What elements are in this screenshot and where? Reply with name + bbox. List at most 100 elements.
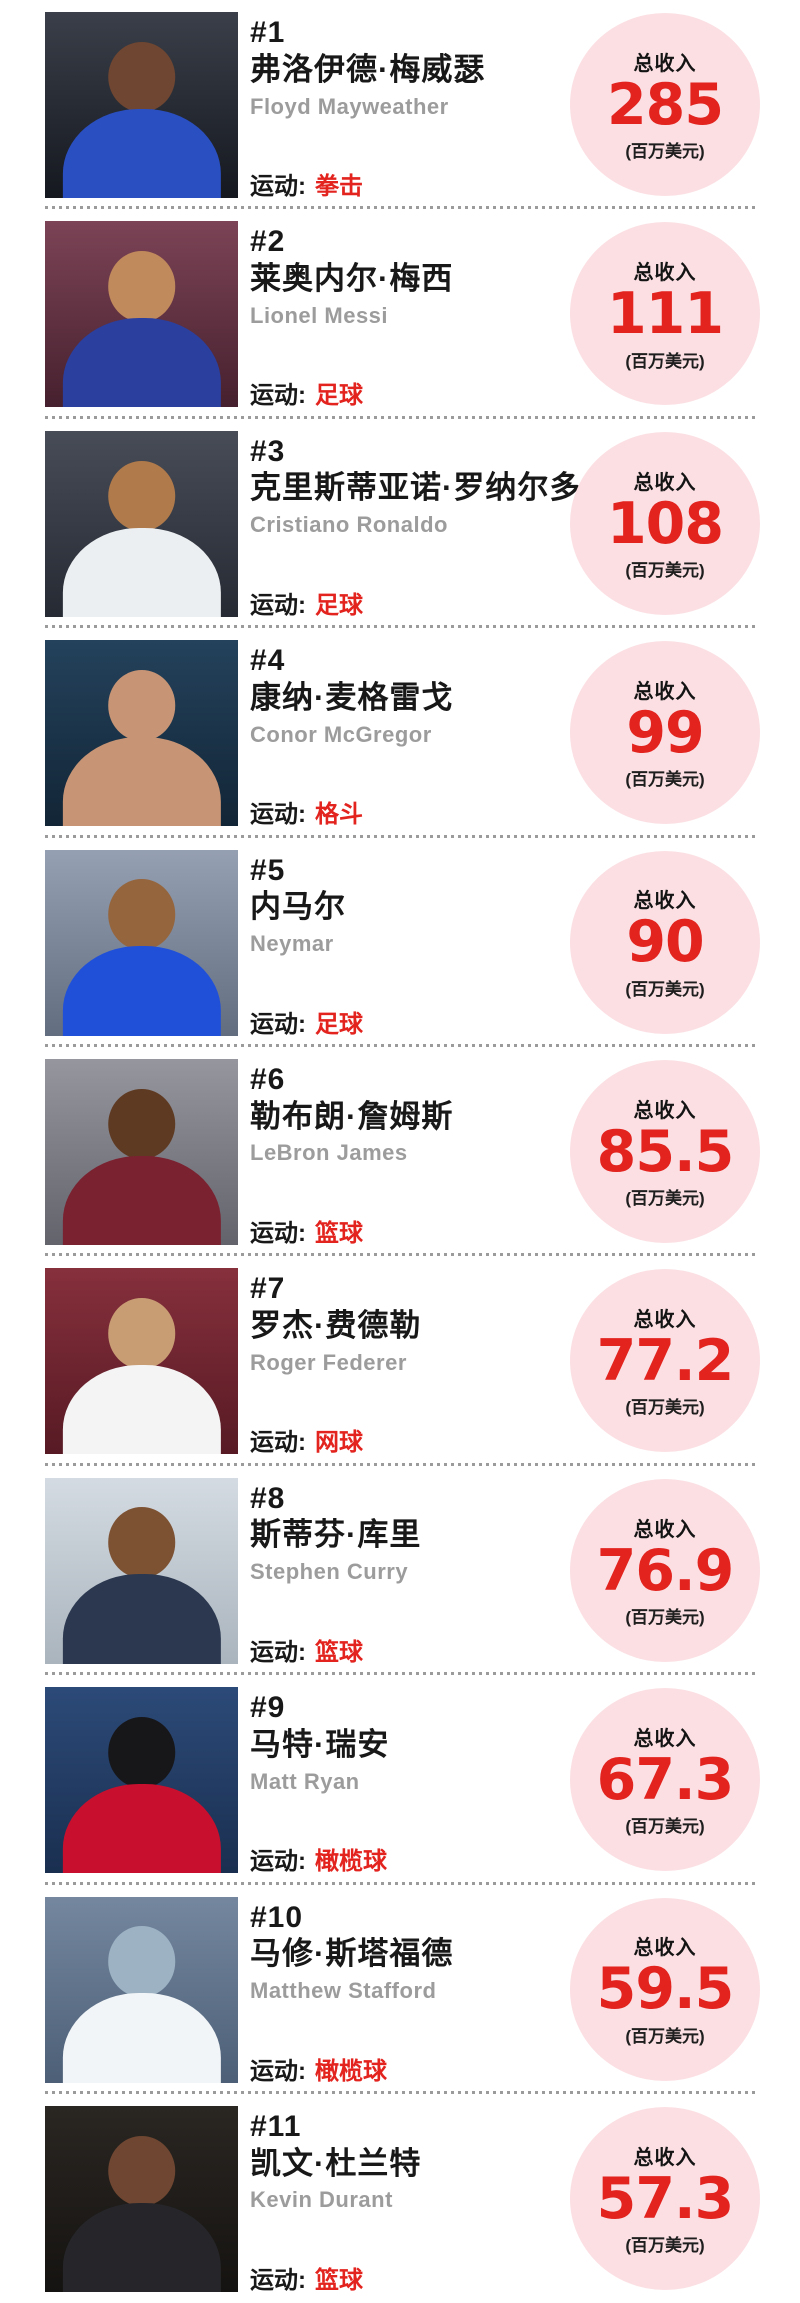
sport-prefix-label: 运动:: [250, 591, 306, 619]
athlete-photo: [45, 1477, 238, 1664]
athlete-photo: [45, 640, 238, 827]
athlete-row: #4 康纳·麦格雷戈 Conor McGregor 运动: 格斗 总收入 99 (…: [0, 628, 800, 838]
athlete-torso-silhouette: [62, 1574, 221, 1664]
sport-prefix-label: 运动:: [250, 382, 306, 410]
rank-label: #1: [250, 16, 286, 49]
athlete-info: #1 弗洛伊德·梅威瑟 Floyd Mayweather: [250, 16, 485, 120]
sport-value: 拳击: [315, 173, 363, 200]
athlete-torso-silhouette: [62, 318, 221, 408]
athlete-name-en: Neymar: [250, 931, 334, 957]
income-unit: (百万美元): [625, 770, 705, 790]
athlete-row: #3 克里斯蒂亚诺·罗纳尔多 Cristiano Ronaldo 运动: 足球 总…: [0, 418, 800, 629]
sport-prefix-label: 运动:: [250, 1010, 306, 1038]
income-unit: (百万美元): [625, 560, 705, 580]
income-badge: 总收入 90 (百万美元): [570, 850, 760, 1034]
income-value: 59.5: [596, 1956, 735, 2023]
sport-value: 足球: [315, 1010, 363, 1038]
sport-prefix-label: 运动:: [250, 1638, 306, 1666]
sport-line: 运动: 橄榄球: [250, 1841, 387, 1876]
income-label: 总收入: [633, 681, 697, 704]
income-value: 111: [607, 281, 724, 348]
sport-line: 运动: 足球: [250, 585, 363, 620]
sport-line: 运动: 足球: [250, 375, 363, 410]
income-unit: (百万美元): [625, 142, 705, 162]
income-unit: (百万美元): [625, 1817, 705, 1837]
athlete-row: #11 凯文·杜兰特 Kevin Durant 运动: 篮球 总收入 57.3 (…: [0, 2093, 800, 2303]
athlete-photo: [45, 221, 238, 408]
athlete-info: #8 斯蒂芬·库里 Stephen Curry: [250, 1482, 421, 1586]
athlete-name-cn: 马修·斯塔福德: [250, 1936, 454, 1972]
income-badge: 总收入 285 (百万美元): [570, 13, 760, 196]
rank-label: #3: [250, 434, 286, 468]
sport-prefix-label: 运动:: [250, 1429, 306, 1457]
income-badge: 总收入 67.3 (百万美元): [570, 1688, 760, 1872]
rank-label: #6: [250, 1062, 286, 1096]
athlete-info: #7 罗杰·费德勒 Roger Federer: [250, 1272, 421, 1376]
sport-prefix-label: 运动:: [250, 1848, 306, 1876]
income-value: 57.3: [596, 2165, 735, 2232]
athlete-head-silhouette: [107, 1716, 176, 1788]
income-badge: 总收入 77.2 (百万美元): [570, 1269, 760, 1453]
athlete-torso-silhouette: [62, 1155, 221, 1245]
athlete-info: #11 凯文·杜兰特 Kevin Durant: [250, 2110, 421, 2214]
athlete-row: #1 弗洛伊德·梅威瑟 Floyd Mayweather 运动: 拳击 总收入 2…: [0, 0, 800, 210]
athlete-torso-silhouette: [62, 108, 221, 198]
rank-label: #8: [250, 1481, 286, 1515]
sport-line: 运动: 篮球: [250, 1632, 363, 1667]
sport-prefix-label: 运动:: [250, 2266, 306, 2294]
income-label: 总收入: [633, 1099, 697, 1122]
athlete-torso-silhouette: [62, 1783, 221, 1874]
income-value: 76.9: [596, 1537, 735, 1604]
athlete-name-en: Cristiano Ronaldo: [250, 512, 448, 538]
athlete-torso-silhouette: [62, 1993, 221, 2083]
sport-line: 运动: 橄榄球: [250, 2051, 387, 2086]
sport-value: 足球: [315, 382, 363, 410]
income-label: 总收入: [633, 52, 697, 75]
athlete-photo: [45, 1058, 238, 1245]
athlete-head-silhouette: [107, 1507, 176, 1579]
rank-label: #10: [250, 1900, 304, 1934]
athlete-torso-silhouette: [62, 946, 221, 1036]
athlete-name-cn: 凯文·杜兰特: [250, 2145, 422, 2181]
income-unit: (百万美元): [625, 1607, 705, 1627]
athlete-head-silhouette: [107, 1926, 176, 1997]
athlete-row: #8 斯蒂芬·库里 Stephen Curry 运动: 篮球 总收入 76.9 (…: [0, 1465, 800, 1676]
athlete-info: #4 康纳·麦格雷戈 Conor McGregor: [250, 644, 453, 748]
income-badge: 总收入 99 (百万美元): [570, 641, 760, 825]
income-value: 77.2: [596, 1328, 735, 1395]
athlete-torso-silhouette: [62, 2202, 221, 2292]
rank-label: #2: [250, 225, 286, 259]
athlete-row: #6 勒布朗·詹姆斯 LeBron James 运动: 篮球 总收入 85.5 (…: [0, 1046, 800, 1257]
athlete-photo: [45, 849, 238, 1036]
athlete-name-cn: 斯蒂芬·库里: [250, 1517, 422, 1553]
athlete-row: #2 莱奥内尔·梅西 Lionel Messi 运动: 足球 总收入 111 (百…: [0, 209, 800, 420]
sport-prefix-label: 运动:: [250, 2057, 306, 2085]
income-value: 285: [607, 71, 724, 138]
athlete-head-silhouette: [107, 1088, 176, 1160]
income-badge: 总收入 76.9 (百万美元): [570, 1478, 760, 1662]
sport-value: 篮球: [315, 2266, 363, 2294]
athlete-photo: [45, 1268, 238, 1455]
athlete-name-en: Kevin Durant: [250, 2187, 393, 2213]
income-unit: (百万美元): [625, 351, 705, 371]
income-value: 85.5: [596, 1118, 735, 1185]
income-unit: (百万美元): [625, 1398, 705, 1418]
athlete-row: #5 内马尔 Neymar 运动: 足球 总收入 90 (百万美元): [0, 837, 800, 1048]
sport-value: 足球: [315, 591, 363, 619]
athlete-name-en: Lionel Messi: [250, 302, 389, 328]
athlete-name-en: Matthew Stafford: [250, 1978, 437, 2004]
sport-line: 运动: 拳击: [250, 166, 363, 201]
sport-prefix-label: 运动:: [250, 173, 306, 200]
income-label: 总收入: [633, 1937, 697, 1960]
athlete-name-cn: 勒布朗·詹姆斯: [250, 1098, 454, 1134]
athlete-row: #7 罗杰·费德勒 Roger Federer 运动: 网球 总收入 77.2 (…: [0, 1256, 800, 1467]
sport-value: 篮球: [315, 1638, 363, 1666]
income-badge: 总收入 59.5 (百万美元): [570, 1897, 760, 2081]
athlete-info: #5 内马尔 Neymar: [250, 854, 346, 958]
sport-value: 篮球: [315, 1219, 363, 1247]
sport-value: 格斗: [315, 801, 363, 829]
sport-value: 网球: [315, 1429, 363, 1457]
athlete-info: #6 勒布朗·詹姆斯 LeBron James: [250, 1063, 453, 1167]
sport-line: 运动: 足球: [250, 1004, 363, 1039]
